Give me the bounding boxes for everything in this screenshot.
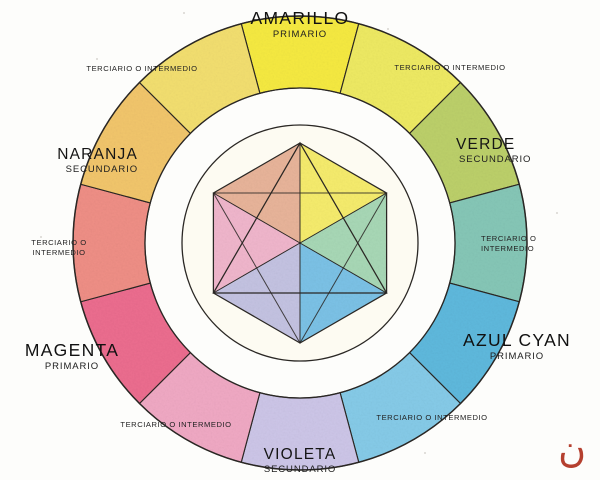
signature-watermark: ن (558, 427, 586, 471)
label-tertiary-left: TERCIARIO O INTERMEDIO (14, 238, 104, 258)
paper-speck (556, 212, 558, 214)
outer-circle (72, 15, 528, 471)
label-violeta-name: VIOLETA (263, 446, 337, 463)
label-verde-name: VERDE (456, 136, 516, 153)
label-verde: VERDE SECUNDARIO (456, 136, 566, 165)
label-tertiary-bottom-left-line1: TERCIARIO O INTERMEDIO (120, 420, 232, 429)
label-magenta-name: MAGENTA (24, 340, 120, 360)
paper-speck (40, 236, 42, 238)
hex-spoke-2 (299, 242, 387, 294)
label-tertiary-top-left: TERCIARIO O INTERMEDIO (62, 64, 222, 74)
label-tertiary-left-line1: TERCIARIO O (31, 238, 87, 247)
label-tertiary-bottom-left: TERCIARIO O INTERMEDIO (96, 420, 256, 430)
label-tertiary-right-line2: INTERMEDIO (481, 244, 535, 254)
paper-speck (96, 58, 98, 60)
label-naranja-name: NARANJA (57, 146, 138, 163)
hex-segment-hex-verde (300, 193, 387, 293)
label-amarillo: AMARILLO PRIMARIO (190, 8, 410, 40)
label-tertiary-right: TERCIARIO O INTERMEDIO (481, 234, 581, 254)
paper-speck (424, 452, 426, 454)
label-naranja-sub: SECUNDARIO (65, 164, 138, 175)
label-magenta: MAGENTA PRIMARIO (12, 340, 132, 372)
label-tertiary-bottom-right-line1: TERCIARIO O INTERMEDIO (376, 413, 488, 422)
label-tertiary-left-line2: INTERMEDIO (32, 248, 86, 258)
wheel-outlines (72, 15, 528, 471)
label-azul-cyan: AZUL CYAN PRIMARIO (452, 330, 582, 362)
label-verde-sub: SECUNDARIO (459, 154, 532, 165)
label-naranja: NARANJA SECUNDARIO (28, 146, 138, 175)
label-tertiary-right-line1: TERCIARIO O (481, 234, 537, 243)
label-magenta-sub: PRIMARIO (44, 361, 100, 372)
inner-ring-circle (144, 87, 456, 399)
hex-spoke-1 (299, 192, 387, 244)
label-tertiary-bottom-right: TERCIARIO O INTERMEDIO (352, 413, 512, 423)
hex-spoke-5 (213, 192, 301, 244)
paper-speck (387, 28, 389, 30)
label-violeta-sub: SECUNDARIO (263, 464, 337, 475)
hex-spoke-4 (213, 242, 301, 294)
label-tertiary-top-left-line1: TERCIARIO O INTERMEDIO (86, 64, 198, 73)
label-tertiary-top-right-line1: TERCIARIO O INTERMEDIO (394, 63, 506, 72)
paper-speck (183, 12, 185, 14)
label-violeta: VIOLETA SECUNDARIO (222, 446, 378, 475)
label-tertiary-top-right: TERCIARIO O INTERMEDIO (370, 63, 530, 73)
label-azul-cyan-name: AZUL CYAN (463, 330, 571, 350)
label-amarillo-sub: PRIMARIO (272, 29, 328, 40)
label-amarillo-name: AMARILLO (250, 8, 350, 28)
label-azul-cyan-sub: PRIMARIO (489, 351, 545, 362)
hex-segment-hex-magenta (213, 193, 300, 293)
